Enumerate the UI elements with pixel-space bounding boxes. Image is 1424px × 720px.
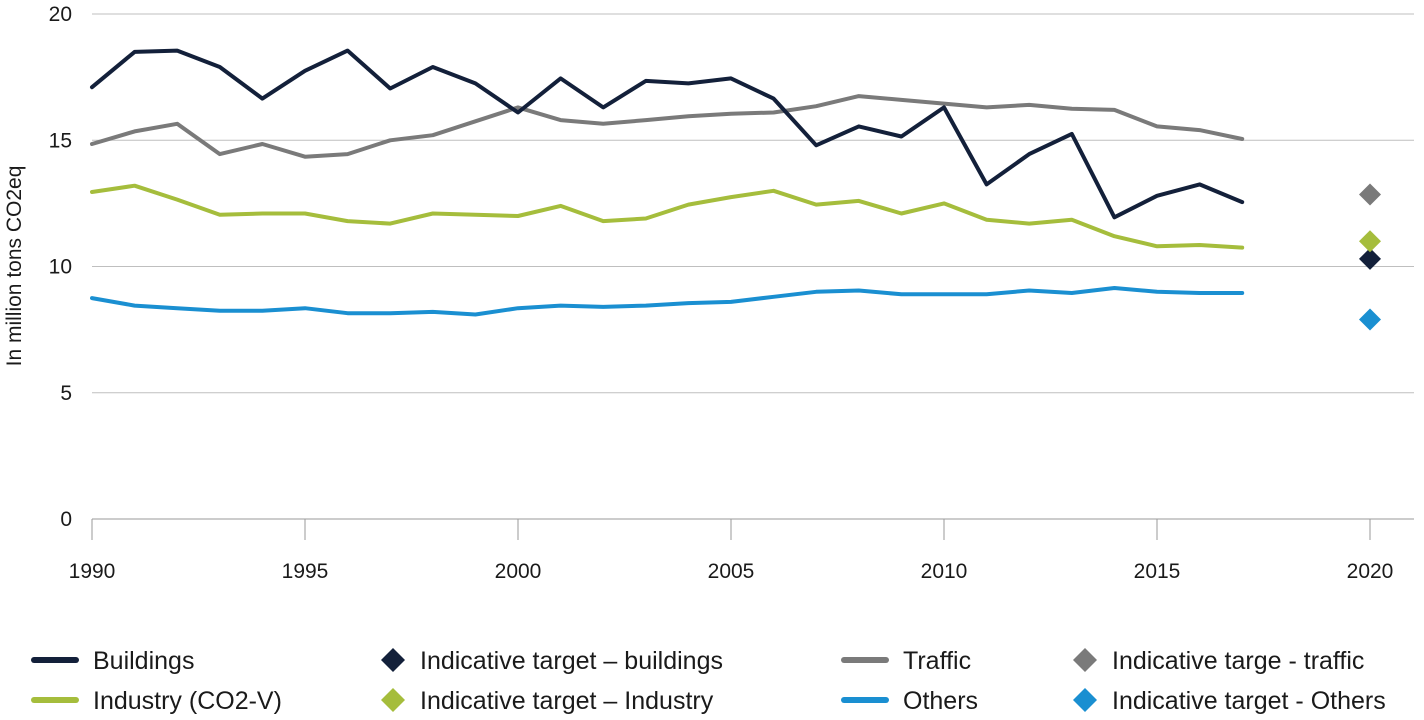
series-line-industry-co2-v	[90, 183, 1245, 250]
target-marker	[1359, 230, 1381, 253]
target-markers	[1359, 183, 1381, 331]
legend: Buildings Indicative target – buildings Tr…	[31, 647, 1386, 715]
x-tick-label: 1990	[69, 560, 116, 583]
x-tick-label: 2015	[1134, 560, 1181, 583]
legend-diamond-swatch	[1073, 688, 1097, 712]
legend-diamond-swatch	[1073, 648, 1097, 672]
legend-diamond-swatch	[381, 688, 405, 712]
gridlines	[92, 13, 1414, 394]
series-line-others	[90, 286, 1245, 317]
x-axis: 1990 1995 2000 2005 2010 2015 2020	[69, 518, 1414, 583]
legend-label: Indicative target – buildings	[420, 647, 723, 675]
series-lines	[90, 48, 1245, 317]
y-axis-ticks: 0 5 10 15 20	[49, 3, 72, 531]
x-tick-label: 2010	[921, 560, 968, 583]
legend-label: Buildings	[93, 647, 194, 675]
target-marker	[1359, 183, 1381, 206]
x-tick-label: 1995	[282, 560, 329, 583]
x-tick-label: 2000	[495, 560, 542, 583]
y-tick-label: 10	[49, 256, 72, 279]
legend-label: Indicative target – Industry	[420, 687, 714, 715]
series-line-buildings	[90, 48, 1245, 220]
y-tick-label: 0	[60, 508, 72, 531]
x-tick-label: 2020	[1347, 560, 1394, 583]
series-line-traffic	[90, 94, 1245, 159]
target-marker	[1359, 308, 1381, 331]
y-axis-label: In million tons CO2eq	[3, 166, 26, 367]
y-tick-label: 15	[49, 129, 72, 152]
legend-label: Indicative targe - traffic	[1112, 647, 1364, 675]
y-tick-label: 20	[49, 3, 72, 26]
x-tick-label: 2005	[708, 560, 755, 583]
legend-label: Others	[903, 687, 978, 715]
legend-label: Indicative target - Others	[1112, 687, 1386, 715]
legend-label: Traffic	[903, 647, 971, 675]
legend-label: Industry (CO2-V)	[93, 687, 282, 715]
y-tick-label: 5	[60, 382, 72, 405]
target-marker	[1359, 247, 1381, 270]
legend-diamond-swatch	[381, 648, 405, 672]
